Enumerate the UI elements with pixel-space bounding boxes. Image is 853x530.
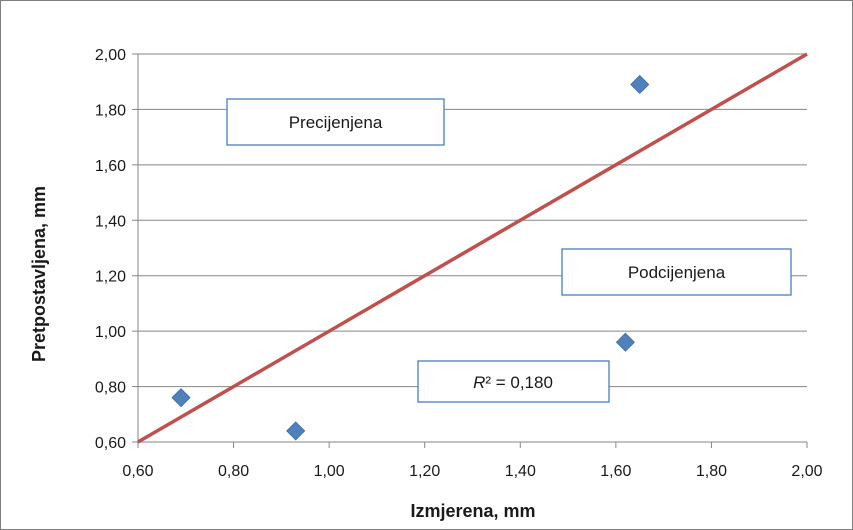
x-tick-labels: 0,60 0,80 1,00 1,20 1,40 1,60 1,80 2,00: [122, 442, 823, 480]
overestimated-label: Precijenjena: [289, 113, 383, 132]
x-tick-label: 0,80: [218, 463, 249, 480]
x-tick-label: 1,20: [409, 463, 440, 480]
y-tick-labels: 0,60 0,80 1,00 1,20 1,40 1,60 1,80 2,00: [95, 47, 138, 452]
x-axis-title: Izmjerena, mm: [410, 501, 535, 521]
data-points: [171, 74, 650, 441]
x-tick-label: 1,80: [696, 463, 727, 480]
r-squared-symbol: R: [473, 373, 485, 392]
y-tick-label: 2,00: [95, 47, 126, 64]
y-tick-label: 0,60: [95, 435, 126, 452]
y-tick-label: 0,80: [95, 380, 126, 397]
y-tick-label: 1,20: [95, 269, 126, 286]
x-tick-label: 1,00: [314, 463, 345, 480]
y-tick-label: 1,80: [95, 102, 126, 119]
data-point: [171, 388, 191, 408]
x-tick-label: 1,60: [600, 463, 631, 480]
y-tick-label: 1,40: [95, 213, 126, 230]
r-squared-value: ² = 0,180: [485, 373, 553, 392]
y-tick-label: 1,00: [95, 324, 126, 341]
underestimated-box: [561, 248, 792, 296]
data-point: [286, 421, 306, 441]
y-axis-title: Pretpostavljena, mm: [29, 186, 49, 362]
x-tick-label: 1,40: [505, 463, 536, 480]
data-point: [615, 332, 635, 352]
x-tick-label: 2,00: [791, 463, 822, 480]
r-squared-box: [417, 360, 610, 403]
x-tick-label: 0,60: [122, 463, 153, 480]
data-point: [630, 74, 650, 95]
reference-line: [137, 52, 808, 444]
overestimated-box: [226, 98, 445, 146]
y-tick-label: 1,60: [95, 158, 126, 175]
r-squared-label: R² = 0,180: [473, 373, 553, 392]
underestimated-label: Podcijenjena: [628, 263, 726, 282]
